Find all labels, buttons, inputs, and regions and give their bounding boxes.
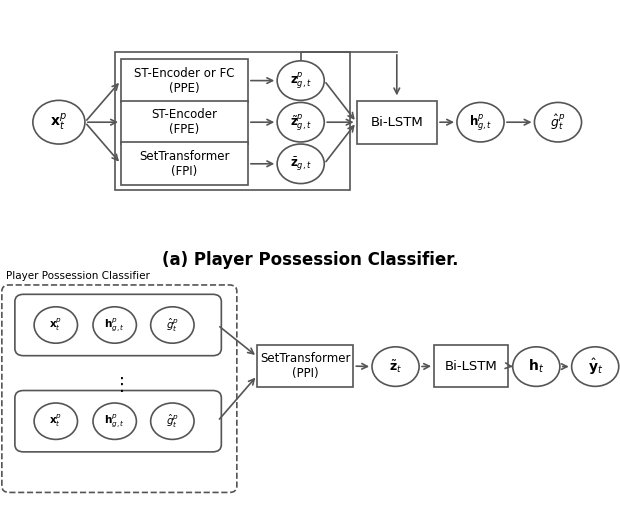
Text: $\bar{\mathbf{z}}_{g,t}$: $\bar{\mathbf{z}}_{g,t}$ xyxy=(290,155,312,173)
Text: SetTransformer
(PPI): SetTransformer (PPI) xyxy=(260,352,350,380)
Circle shape xyxy=(457,102,504,142)
Circle shape xyxy=(372,347,419,386)
Text: $\mathbf{z}_{g,t}^p$: $\mathbf{z}_{g,t}^p$ xyxy=(290,70,312,91)
Text: $\tilde{\mathbf{z}}_t$: $\tilde{\mathbf{z}}_t$ xyxy=(389,358,402,375)
Text: Bi-LSTM: Bi-LSTM xyxy=(370,115,423,128)
Text: ST-Encoder
(FPE): ST-Encoder (FPE) xyxy=(151,108,218,136)
Circle shape xyxy=(572,347,619,386)
Text: $\mathbf{h}_{g,t}^p$: $\mathbf{h}_{g,t}^p$ xyxy=(104,317,125,333)
Circle shape xyxy=(277,102,324,142)
FancyBboxPatch shape xyxy=(121,59,248,102)
Circle shape xyxy=(34,403,78,439)
Text: SetTransformer
(FPI): SetTransformer (FPI) xyxy=(140,150,229,178)
Circle shape xyxy=(277,61,324,100)
Text: Player Possession Classifier: Player Possession Classifier xyxy=(6,271,150,281)
Text: $\mathbf{x}_t^p$: $\mathbf{x}_t^p$ xyxy=(49,317,63,333)
FancyBboxPatch shape xyxy=(257,345,353,387)
Circle shape xyxy=(93,403,136,439)
Text: $\mathbf{h}_{g,t}^p$: $\mathbf{h}_{g,t}^p$ xyxy=(469,112,492,133)
Circle shape xyxy=(151,403,194,439)
FancyBboxPatch shape xyxy=(434,345,508,387)
Text: $\mathbf{x}_t^p$: $\mathbf{x}_t^p$ xyxy=(50,112,68,133)
Text: $\vdots$: $\vdots$ xyxy=(112,375,124,394)
FancyBboxPatch shape xyxy=(356,101,437,144)
Text: $\mathbf{x}_t^p$: $\mathbf{x}_t^p$ xyxy=(49,413,63,430)
Circle shape xyxy=(34,307,78,343)
Circle shape xyxy=(93,307,136,343)
Text: $\hat{\mathbf{y}}_t$: $\hat{\mathbf{y}}_t$ xyxy=(588,357,603,376)
Circle shape xyxy=(534,102,582,142)
Circle shape xyxy=(33,100,85,144)
Text: (a) Player Possession Classifier.: (a) Player Possession Classifier. xyxy=(162,251,458,269)
FancyBboxPatch shape xyxy=(121,142,248,185)
Text: $\hat{g}_t^p$: $\hat{g}_t^p$ xyxy=(551,112,565,132)
Circle shape xyxy=(513,347,560,386)
FancyBboxPatch shape xyxy=(121,101,248,144)
Text: Bi-LSTM: Bi-LSTM xyxy=(445,360,498,372)
Circle shape xyxy=(277,144,324,184)
Text: $\tilde{\mathbf{z}}_{g,t}^p$: $\tilde{\mathbf{z}}_{g,t}^p$ xyxy=(290,112,312,133)
Text: ST-Encoder or FC
(PPE): ST-Encoder or FC (PPE) xyxy=(134,67,235,95)
Text: $\mathbf{h}_t$: $\mathbf{h}_t$ xyxy=(528,358,544,375)
Circle shape xyxy=(151,307,194,343)
Text: $\mathbf{h}_{g,t}^p$: $\mathbf{h}_{g,t}^p$ xyxy=(104,413,125,430)
Text: $\hat{g}_t^p$: $\hat{g}_t^p$ xyxy=(166,316,179,334)
Text: $\hat{g}_t^p$: $\hat{g}_t^p$ xyxy=(166,412,179,430)
